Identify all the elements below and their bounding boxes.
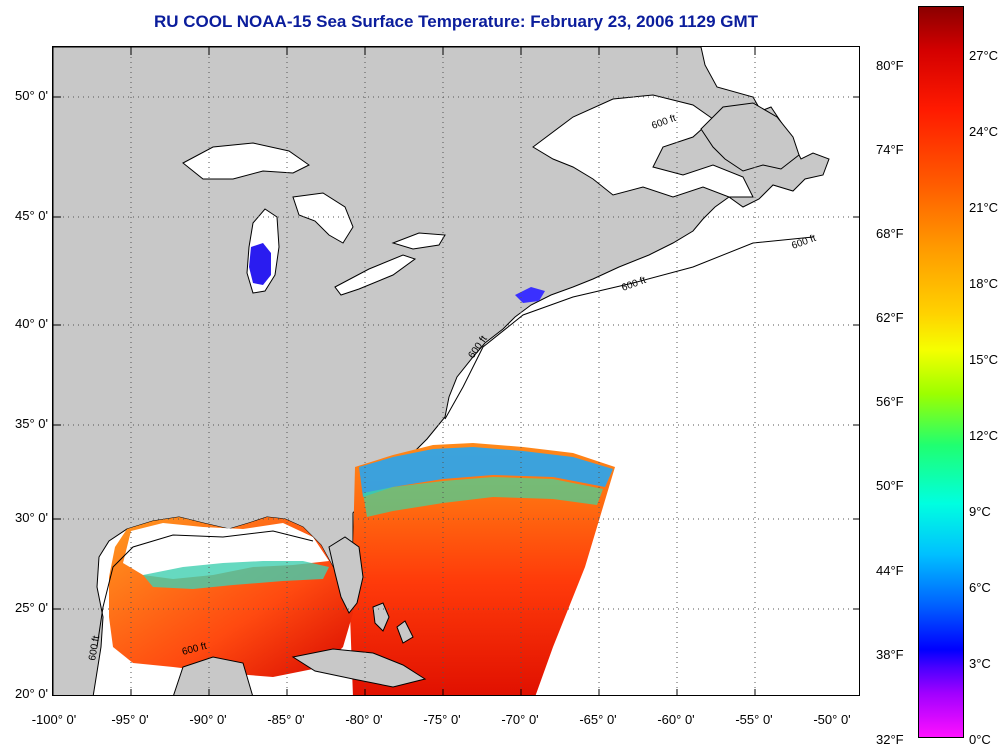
colorbar-c-label: 24°C xyxy=(969,124,999,139)
colorbar-f-label: 38°F xyxy=(876,647,904,662)
gulf-green-band xyxy=(143,561,329,589)
colorbar-f-label: 74°F xyxy=(876,142,904,157)
bahamas xyxy=(372,602,414,644)
lake-superior xyxy=(182,142,310,180)
gulf-of-st-lawrence xyxy=(532,94,754,198)
colorbar-f-label: 68°F xyxy=(876,226,904,241)
lat-label-50: 50° 0' xyxy=(15,88,48,103)
lon-label-65: -65° 0' xyxy=(579,712,617,727)
colorbar-f-label: 44°F xyxy=(876,563,904,578)
colorbar-f-label: 62°F xyxy=(876,310,904,325)
lon-label-75: -75° 0' xyxy=(423,712,461,727)
colorbar-c-label: 18°C xyxy=(969,276,999,291)
newfoundland xyxy=(700,102,800,172)
lat-label-25: 25° 0' xyxy=(15,600,48,615)
lat-label-40: 40° 0' xyxy=(15,316,48,331)
colorbar-c-label: 6°C xyxy=(969,580,991,595)
shelf-contour xyxy=(444,236,814,420)
atlantic-cool-fringe xyxy=(359,447,613,497)
colorbar-f-label: 50°F xyxy=(876,478,904,493)
contour-label-scotian: 600 ft xyxy=(790,233,817,252)
colorbar-c-label: 15°C xyxy=(969,352,999,367)
yucatan xyxy=(173,656,253,695)
lake-huron xyxy=(292,192,354,244)
lat-label-45: 45° 0' xyxy=(15,208,48,223)
lon-label-85: -85° 0' xyxy=(267,712,305,727)
colorbar-f-label: 80°F xyxy=(876,58,904,73)
lon-label-70: -70° 0' xyxy=(501,712,539,727)
colorbar-c-label: 21°C xyxy=(969,200,999,215)
map-title: RU COOL NOAA-15 Sea Surface Temperature:… xyxy=(153,12,759,31)
gulf-of-maine-cold-patch xyxy=(515,287,545,303)
colorbar-f-label: 56°F xyxy=(876,394,904,409)
lon-label-60: -60° 0' xyxy=(657,712,695,727)
map-canvas: 600 ft 600 ft 600 ft 600 ft 600 ft 600 f… xyxy=(53,47,859,695)
tick-marks xyxy=(53,47,859,695)
lake-michigan-cold-pocket xyxy=(249,243,271,285)
lat-label-30: 30° 0' xyxy=(15,510,48,525)
colorbar-c-label: 12°C xyxy=(969,428,999,443)
colorbar-c-label: 9°C xyxy=(969,504,991,519)
shelf-contour-gulf xyxy=(96,530,314,648)
colorbar-c-label: 27°C xyxy=(969,48,999,63)
colorbar-c-label: 3°C xyxy=(969,656,991,671)
lon-label-80: -80° 0' xyxy=(345,712,383,727)
temperature-colorbar xyxy=(918,6,964,738)
lat-label-35: 35° 0' xyxy=(15,416,48,431)
atlantic-green-band xyxy=(363,477,603,517)
contour-label-maine: 600 ft xyxy=(620,275,647,294)
contour-label-texas: 600 ft xyxy=(87,635,102,662)
lon-label-95: -95° 0' xyxy=(111,712,149,727)
colorbar-c-label: 0°C xyxy=(969,732,991,747)
lon-label-50: -50° 0' xyxy=(813,712,851,727)
lon-label-55: -55° 0' xyxy=(735,712,773,727)
lake-erie xyxy=(334,254,417,296)
lon-label-90: -90° 0' xyxy=(189,712,227,727)
lake-ontario xyxy=(391,232,446,250)
colorbar-f-label: 32°F xyxy=(876,732,904,747)
florida-peninsula xyxy=(328,536,364,614)
graticule xyxy=(53,47,859,695)
cuba xyxy=(291,648,427,688)
lon-label-100: -100° 0' xyxy=(31,712,77,727)
sst-map: 600 ft 600 ft 600 ft 600 ft 600 ft 600 f… xyxy=(52,46,860,696)
lat-label-20: 20° 0' xyxy=(15,686,48,701)
